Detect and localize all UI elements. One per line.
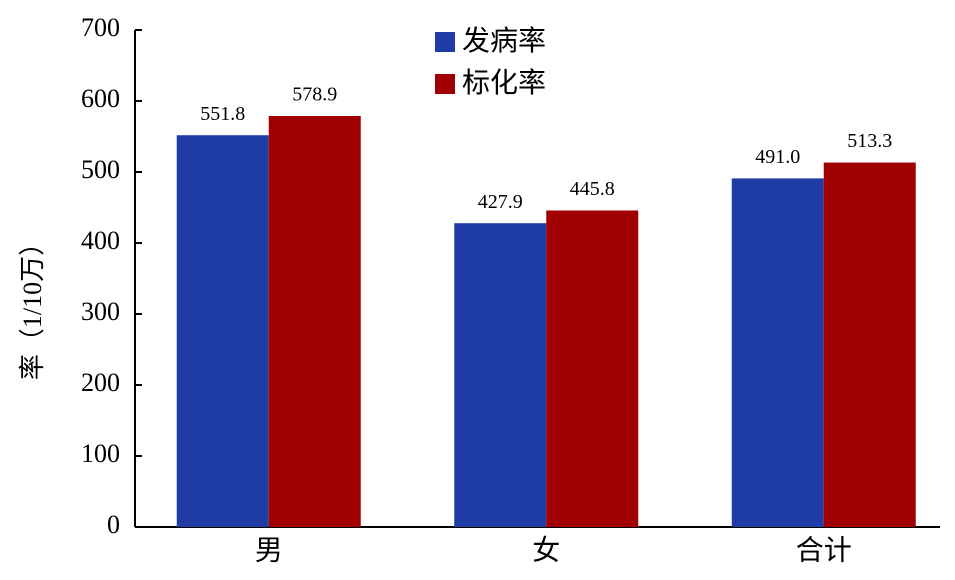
value-label: 427.9 xyxy=(478,191,523,213)
y-tick-label: 300 xyxy=(81,297,120,326)
bar xyxy=(176,135,269,528)
legend-label: 标化率 xyxy=(462,66,546,99)
value-label: 491.0 xyxy=(755,146,800,168)
x-tick-label: 男 xyxy=(255,535,283,566)
y-tick-label: 700 xyxy=(81,13,120,42)
legend-swatch xyxy=(435,74,455,94)
y-tick-label: 400 xyxy=(81,226,120,255)
y-tick-label: 600 xyxy=(81,84,120,113)
value-label: 445.8 xyxy=(570,178,615,200)
value-label: 551.8 xyxy=(200,103,245,125)
legend-swatch xyxy=(435,32,455,52)
value-label: 578.9 xyxy=(292,84,337,106)
bar xyxy=(546,210,639,527)
value-label: 513.3 xyxy=(847,130,892,152)
x-tick-label: 合计 xyxy=(796,534,852,566)
bar xyxy=(823,162,916,527)
bar xyxy=(268,115,361,527)
bar xyxy=(454,223,547,528)
y-tick-label: 500 xyxy=(81,155,120,184)
y-tick-label: 100 xyxy=(81,439,120,468)
bar xyxy=(731,178,824,527)
y-tick-label: 0 xyxy=(107,510,120,539)
x-tick-label: 女 xyxy=(532,534,560,566)
legend-label: 发病率 xyxy=(462,24,546,57)
y-axis-label: 率（1/10万） xyxy=(18,230,47,380)
y-tick-label: 200 xyxy=(81,368,120,397)
